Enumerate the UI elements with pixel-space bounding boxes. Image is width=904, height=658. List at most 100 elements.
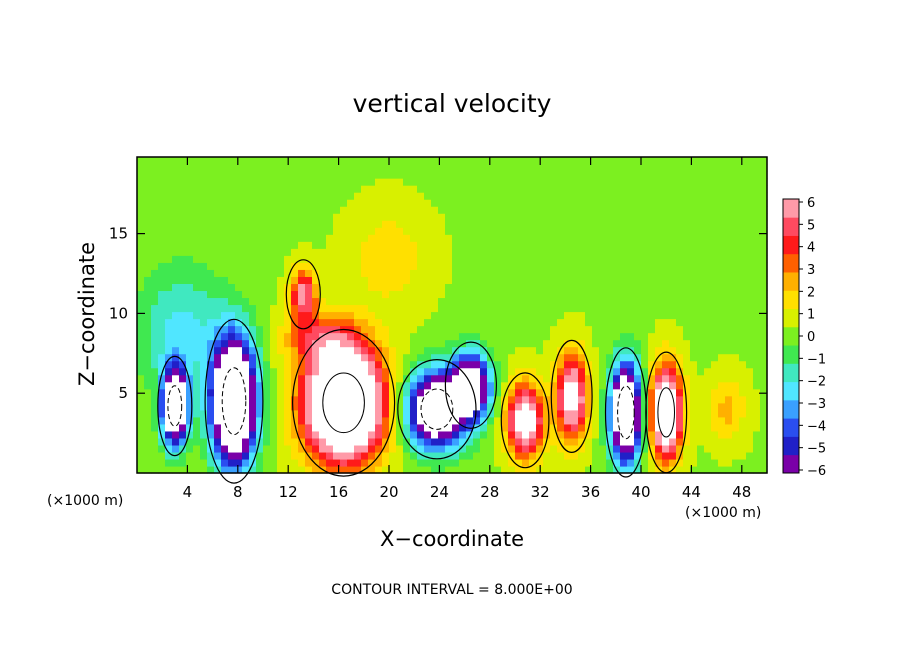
heatmap-cell — [179, 220, 187, 228]
heatmap-cell — [382, 185, 390, 193]
heatmap-cell — [417, 444, 425, 453]
heatmap-cell — [725, 206, 733, 214]
heatmap-cell — [396, 402, 404, 411]
heatmap-cell — [760, 437, 768, 446]
heatmap-cell — [291, 423, 299, 432]
heatmap-cell — [578, 206, 586, 214]
heatmap-cell — [151, 171, 159, 179]
heatmap-cell — [613, 346, 621, 355]
heatmap-cell — [501, 395, 509, 404]
heatmap-cell — [361, 269, 369, 277]
heatmap-cell — [298, 353, 306, 362]
heatmap-cell — [599, 374, 607, 383]
heatmap-cell — [305, 255, 313, 263]
heatmap-cell — [165, 437, 173, 446]
heatmap-cell — [760, 346, 768, 355]
heatmap-cell — [375, 388, 383, 397]
heatmap-cell — [333, 269, 341, 277]
heatmap-cell — [683, 325, 691, 334]
heatmap-cell — [277, 458, 285, 467]
heatmap-cell — [389, 241, 397, 249]
heatmap-cell — [606, 395, 614, 404]
heatmap-cell — [424, 381, 432, 390]
heatmap-cell — [683, 311, 691, 320]
heatmap-cell — [732, 234, 740, 242]
heatmap-cell — [690, 374, 698, 383]
heatmap-cell — [585, 353, 593, 362]
heatmap-cell — [235, 220, 243, 228]
heatmap-cell — [536, 199, 544, 207]
heatmap-cell — [480, 276, 488, 284]
heatmap-cell — [298, 416, 306, 425]
heatmap-cell — [466, 206, 474, 214]
heatmap-cell — [522, 451, 530, 460]
heatmap-cell — [424, 199, 432, 207]
heatmap-cell — [732, 444, 740, 453]
heatmap-cell — [655, 157, 663, 165]
heatmap-cell — [480, 402, 488, 411]
heatmap-cell — [249, 332, 257, 341]
heatmap-cell — [711, 458, 719, 467]
heatmap-cell — [543, 465, 551, 474]
heatmap-cell — [214, 290, 222, 299]
heatmap-cell — [592, 339, 600, 348]
heatmap-cell — [438, 332, 446, 341]
heatmap-cell — [599, 269, 607, 277]
heatmap-cell — [291, 451, 299, 460]
heatmap-cell — [291, 465, 299, 474]
heatmap-cell — [711, 206, 719, 214]
heatmap-cell — [690, 220, 698, 228]
heatmap-cell — [452, 206, 460, 214]
heatmap-cell — [165, 353, 173, 362]
heatmap-cell — [438, 458, 446, 467]
heatmap-cell — [417, 192, 425, 200]
heatmap-cell — [179, 255, 187, 263]
heatmap-cell — [543, 325, 551, 334]
heatmap-cell — [648, 276, 656, 284]
heatmap-cell — [578, 171, 586, 179]
heatmap-cell — [179, 465, 187, 474]
heatmap-cell — [403, 367, 411, 376]
heatmap-cell — [235, 458, 243, 467]
heatmap-cell — [648, 227, 656, 235]
heatmap-cell — [669, 444, 677, 453]
heatmap-cell — [214, 248, 222, 256]
heatmap-cell — [235, 318, 243, 327]
heatmap-cell — [179, 304, 187, 313]
heatmap-cell — [410, 409, 418, 418]
heatmap-cell — [676, 395, 684, 404]
heatmap-cell — [634, 430, 642, 439]
heatmap-cell — [564, 311, 572, 320]
heatmap-cell — [438, 395, 446, 404]
heatmap-cell — [746, 388, 754, 397]
heatmap-cell — [445, 248, 453, 256]
heatmap-cell — [522, 171, 530, 179]
heatmap-cell — [158, 164, 166, 172]
heatmap-cell — [760, 164, 768, 172]
heatmap-cell — [697, 388, 705, 397]
heatmap-cell — [466, 465, 474, 474]
heatmap-cell — [480, 304, 488, 313]
heatmap-cell — [739, 220, 747, 228]
heatmap-cell — [515, 402, 523, 411]
heatmap-cell — [319, 304, 327, 313]
heatmap-cell — [732, 192, 740, 200]
heatmap-cell — [158, 241, 166, 249]
heatmap-cell — [291, 332, 299, 341]
heatmap-cell — [529, 164, 537, 172]
heatmap-cell — [312, 423, 320, 432]
heatmap-cell — [557, 458, 565, 467]
heatmap-cell — [375, 178, 383, 186]
heatmap-cell — [186, 304, 194, 313]
heatmap-cell — [249, 311, 257, 320]
heatmap-cell — [473, 234, 481, 242]
heatmap-cell — [347, 395, 355, 404]
heatmap-cell — [620, 178, 628, 186]
heatmap-cell — [354, 248, 362, 256]
heatmap-cell — [732, 262, 740, 270]
heatmap-cell — [459, 304, 467, 313]
heatmap-cell — [732, 437, 740, 446]
heatmap-cell — [676, 276, 684, 284]
heatmap-cell — [431, 234, 439, 242]
heatmap-cell — [536, 423, 544, 432]
